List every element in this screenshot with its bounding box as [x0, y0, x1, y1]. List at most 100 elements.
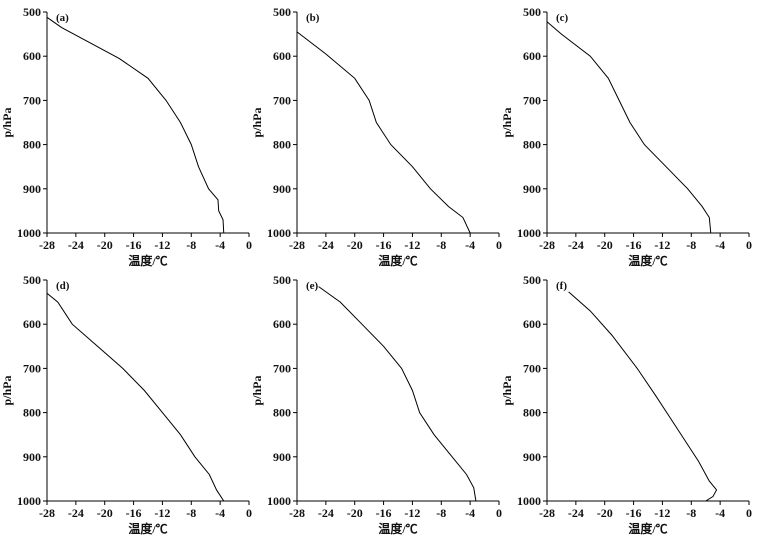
x-tick-label: -8: [436, 238, 446, 252]
y-tick-label: 900: [273, 182, 291, 196]
x-tick-label: -28: [39, 506, 55, 520]
x-tick-label: -12: [654, 506, 670, 520]
panel-b: -28 -24 -20 -16 -12 -8 -4 0 500 600 700 800 900 1000 温…: [250, 5, 502, 268]
x-axis-title: 温度/℃: [128, 253, 167, 268]
y-axis-title: p/hPa: [0, 107, 14, 137]
y-tick-label: 500: [23, 5, 41, 19]
y-tick-label: 600: [523, 49, 541, 63]
x-tick-label: -12: [154, 238, 170, 252]
x-tick-label: -20: [97, 238, 113, 252]
x-tick-label: -20: [347, 506, 363, 520]
x-tick-label: 0: [246, 238, 252, 252]
x-tick-label: -20: [97, 506, 113, 520]
x-tick-label: -8: [436, 506, 446, 520]
x-tick-label: -28: [39, 238, 55, 252]
panel-label: (b): [306, 12, 320, 24]
panel-label: (d): [56, 280, 70, 292]
y-tick-label: 500: [523, 273, 541, 287]
temperature-profile-line: [546, 21, 712, 234]
x-axis-title: 温度/℃: [628, 521, 667, 536]
y-tick-label: 500: [23, 273, 41, 287]
y-tick-label: 600: [523, 317, 541, 331]
x-tick-label: -24: [568, 506, 584, 520]
x-tick-label: -24: [318, 506, 334, 520]
temperature-profile-line: [568, 291, 718, 502]
y-tick-label: 800: [23, 138, 41, 152]
x-tick-label: -28: [289, 506, 305, 520]
x-tick-label: -24: [318, 238, 334, 252]
x-tick-label: -12: [154, 506, 170, 520]
x-tick-label: -4: [715, 506, 725, 520]
x-tick-label: -4: [465, 238, 475, 252]
y-tick-label: 1000: [517, 226, 541, 240]
y-tick-label: 500: [273, 273, 291, 287]
temperature-profile-line: [318, 286, 477, 502]
y-tick-label: 900: [523, 450, 541, 464]
x-tick-label: -12: [404, 506, 420, 520]
x-tick-label: -24: [568, 238, 584, 252]
y-axis-title: p/hPa: [250, 375, 264, 405]
x-tick-label: 0: [496, 238, 502, 252]
panel-label: (f): [556, 280, 567, 292]
x-tick-label: -4: [715, 238, 725, 252]
temperature-profile-line: [46, 292, 225, 502]
x-tick-label: 0: [496, 506, 502, 520]
y-tick-label: 900: [23, 182, 41, 196]
x-tick-label: -16: [626, 238, 642, 252]
y-tick-label: 800: [23, 406, 41, 420]
x-tick-label: -12: [654, 238, 670, 252]
panel-d: -28 -24 -20 -16 -12 -8 -4 0 500 600 700 800 900 1000 温…: [0, 273, 252, 536]
y-tick-label: 700: [273, 361, 291, 375]
y-axis-title: p/hPa: [500, 107, 514, 137]
y-tick-label: 700: [23, 93, 41, 107]
y-tick-label: 500: [273, 5, 291, 19]
y-tick-label: 600: [23, 49, 41, 63]
x-axis-title: 温度/℃: [378, 521, 417, 536]
y-tick-label: 600: [273, 317, 291, 331]
panel-label: (e): [306, 280, 319, 292]
x-tick-label: -20: [597, 238, 613, 252]
x-tick-label: 0: [246, 506, 252, 520]
y-tick-label: 600: [273, 49, 291, 63]
temperature-profile-line: [296, 31, 471, 234]
x-tick-label: -16: [626, 506, 642, 520]
panel-label: (a): [56, 12, 69, 24]
panel-f: -28 -24 -20 -16 -12 -8 -4 0 500 600 700 800 900 1000 温…: [500, 273, 752, 536]
y-tick-label: 700: [273, 93, 291, 107]
x-tick-label: -4: [215, 238, 225, 252]
y-tick-label: 1000: [517, 494, 541, 508]
x-axis-title: 温度/℃: [128, 521, 167, 536]
y-tick-label: 1000: [17, 494, 41, 508]
x-tick-label: -8: [686, 506, 696, 520]
y-tick-label: 900: [23, 450, 41, 464]
y-tick-label: 500: [523, 5, 541, 19]
panel-c: -28 -24 -20 -16 -12 -8 -4 0 500 600 700 800 900 1000 温…: [500, 5, 752, 268]
y-tick-label: 900: [523, 182, 541, 196]
panel-e: -28 -24 -20 -16 -12 -8 -4 0 500 600 700 800 900 1000 温…: [250, 273, 502, 536]
x-axis-title: 温度/℃: [628, 253, 667, 268]
x-tick-label: -12: [404, 238, 420, 252]
y-tick-label: 800: [273, 138, 291, 152]
x-tick-label: 0: [746, 506, 752, 520]
x-tick-label: -24: [68, 238, 84, 252]
y-axis-title: p/hPa: [250, 107, 264, 137]
x-tick-label: -20: [597, 506, 613, 520]
x-tick-label: -4: [215, 506, 225, 520]
panel-a: -28 -24 -20 -16 -12 -8 -4 0 500 600 700 800 900 1000 温…: [0, 5, 252, 268]
x-tick-label: -4: [465, 506, 475, 520]
y-tick-label: 600: [23, 317, 41, 331]
y-tick-label: 700: [523, 93, 541, 107]
x-tick-label: -8: [186, 506, 196, 520]
x-tick-label: -16: [126, 238, 142, 252]
y-tick-label: 700: [23, 361, 41, 375]
temperature-profile-line: [46, 16, 225, 234]
x-tick-label: -8: [186, 238, 196, 252]
y-axis-title: p/hPa: [500, 375, 514, 405]
x-tick-label: -8: [686, 238, 696, 252]
panel-label: (c): [556, 12, 569, 24]
x-tick-label: 0: [746, 238, 752, 252]
y-tick-label: 1000: [267, 226, 291, 240]
x-tick-label: -24: [68, 506, 84, 520]
x-axis-title: 温度/℃: [378, 253, 417, 268]
